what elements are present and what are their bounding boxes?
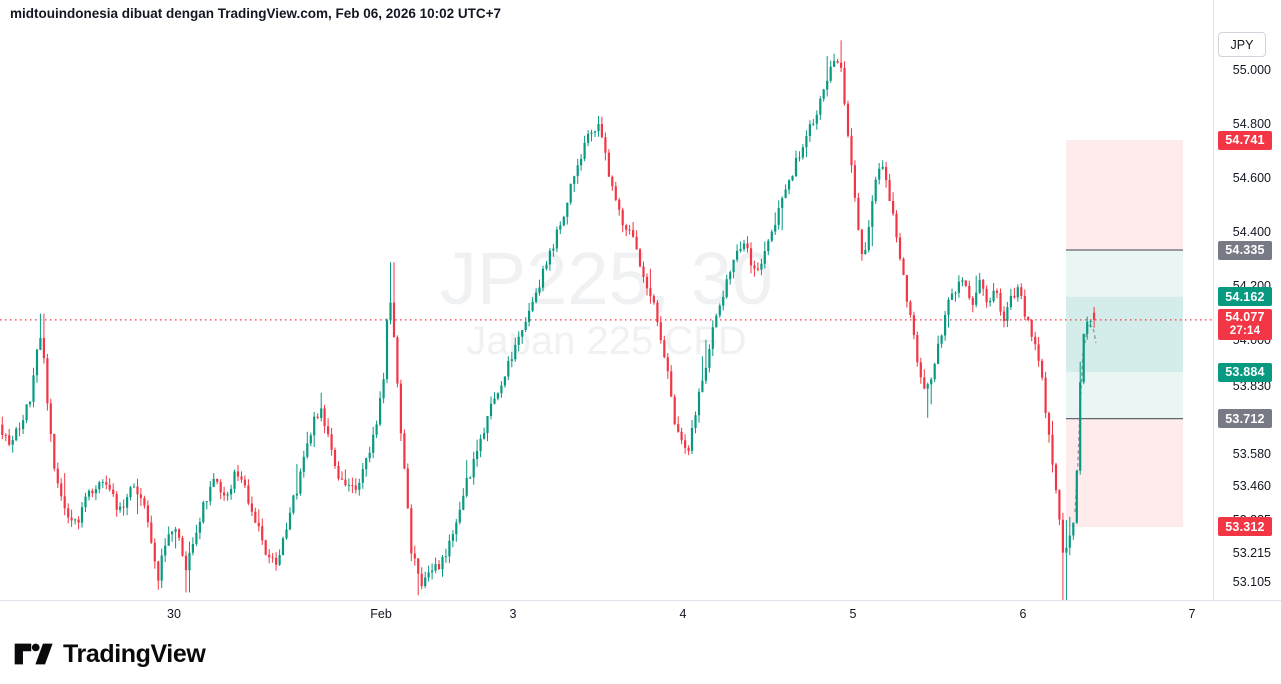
price-tick-54.600: 54.600 <box>1232 170 1271 185</box>
short-position-stop-zone[interactable] <box>1066 140 1183 251</box>
time-tick-7: 7 <box>1188 607 1196 621</box>
time-tick-3: 3 <box>509 607 517 621</box>
tradingview-logo-icon <box>14 643 53 665</box>
time-tick-5: 5 <box>849 607 857 621</box>
target-price-label-53.884[interactable]: 53.884 <box>1218 362 1272 382</box>
time-tick-6: 6 <box>1019 607 1027 621</box>
time-tick-4: 4 <box>679 607 687 621</box>
long-position-stop-zone[interactable] <box>1066 418 1183 527</box>
attribution-text: midtouindonesia dibuat dengan TradingVie… <box>10 6 501 21</box>
long-position-profit-zone[interactable] <box>1066 296 1183 419</box>
chart-pane[interactable]: midtouindonesia dibuat dengan TradingVie… <box>0 0 1213 600</box>
target-price-label-54.162[interactable]: 54.162 <box>1218 287 1272 307</box>
tradingview-logo-text: TradingView <box>63 639 206 668</box>
price-axis[interactable]: JPY 55.000 54.800 54.600 54.400 54.200 54.000… <box>1213 0 1281 600</box>
last-price-value: 54.077 <box>1225 310 1265 325</box>
up-candle-wicks <box>12 53 1092 600</box>
stop-price-label-53.312[interactable]: 53.312 <box>1218 517 1272 537</box>
currency-button[interactable]: JPY <box>1218 32 1266 57</box>
down-candle-bodies <box>1 61 1096 587</box>
price-tick-55.000: 55.000 <box>1232 62 1271 77</box>
bar-countdown: 27:14 <box>1229 325 1261 338</box>
entry-price-label-53.712[interactable]: 53.712 <box>1218 409 1272 429</box>
price-tick-53.105: 53.105 <box>1232 575 1271 590</box>
last-price-label[interactable]: 54.077 27:14 <box>1218 308 1272 340</box>
short-position-profit-zone[interactable] <box>1066 250 1183 373</box>
time-tick-Feb: Feb <box>370 607 392 621</box>
price-tick-53.215: 53.215 <box>1232 545 1271 560</box>
time-axis[interactable]: 30 Feb 3 4 5 6 7 <box>0 600 1281 628</box>
candlestick-chart[interactable] <box>0 0 1213 600</box>
price-tick-53.460: 53.460 <box>1232 479 1271 494</box>
price-tick-53.580: 53.580 <box>1232 446 1271 461</box>
price-tick-54.800: 54.800 <box>1232 116 1271 131</box>
price-tick-54.400: 54.400 <box>1232 224 1271 239</box>
stop-price-label-54.741[interactable]: 54.741 <box>1218 130 1272 150</box>
footer: TradingView <box>0 627 1281 684</box>
price-tick-53.830: 53.830 <box>1232 379 1271 394</box>
up-candle-bodies <box>11 61 1092 587</box>
tradingview-logo[interactable]: TradingView <box>14 638 206 670</box>
entry-price-label-54.335[interactable]: 54.335 <box>1218 240 1272 260</box>
time-tick-30: 30 <box>167 607 181 621</box>
